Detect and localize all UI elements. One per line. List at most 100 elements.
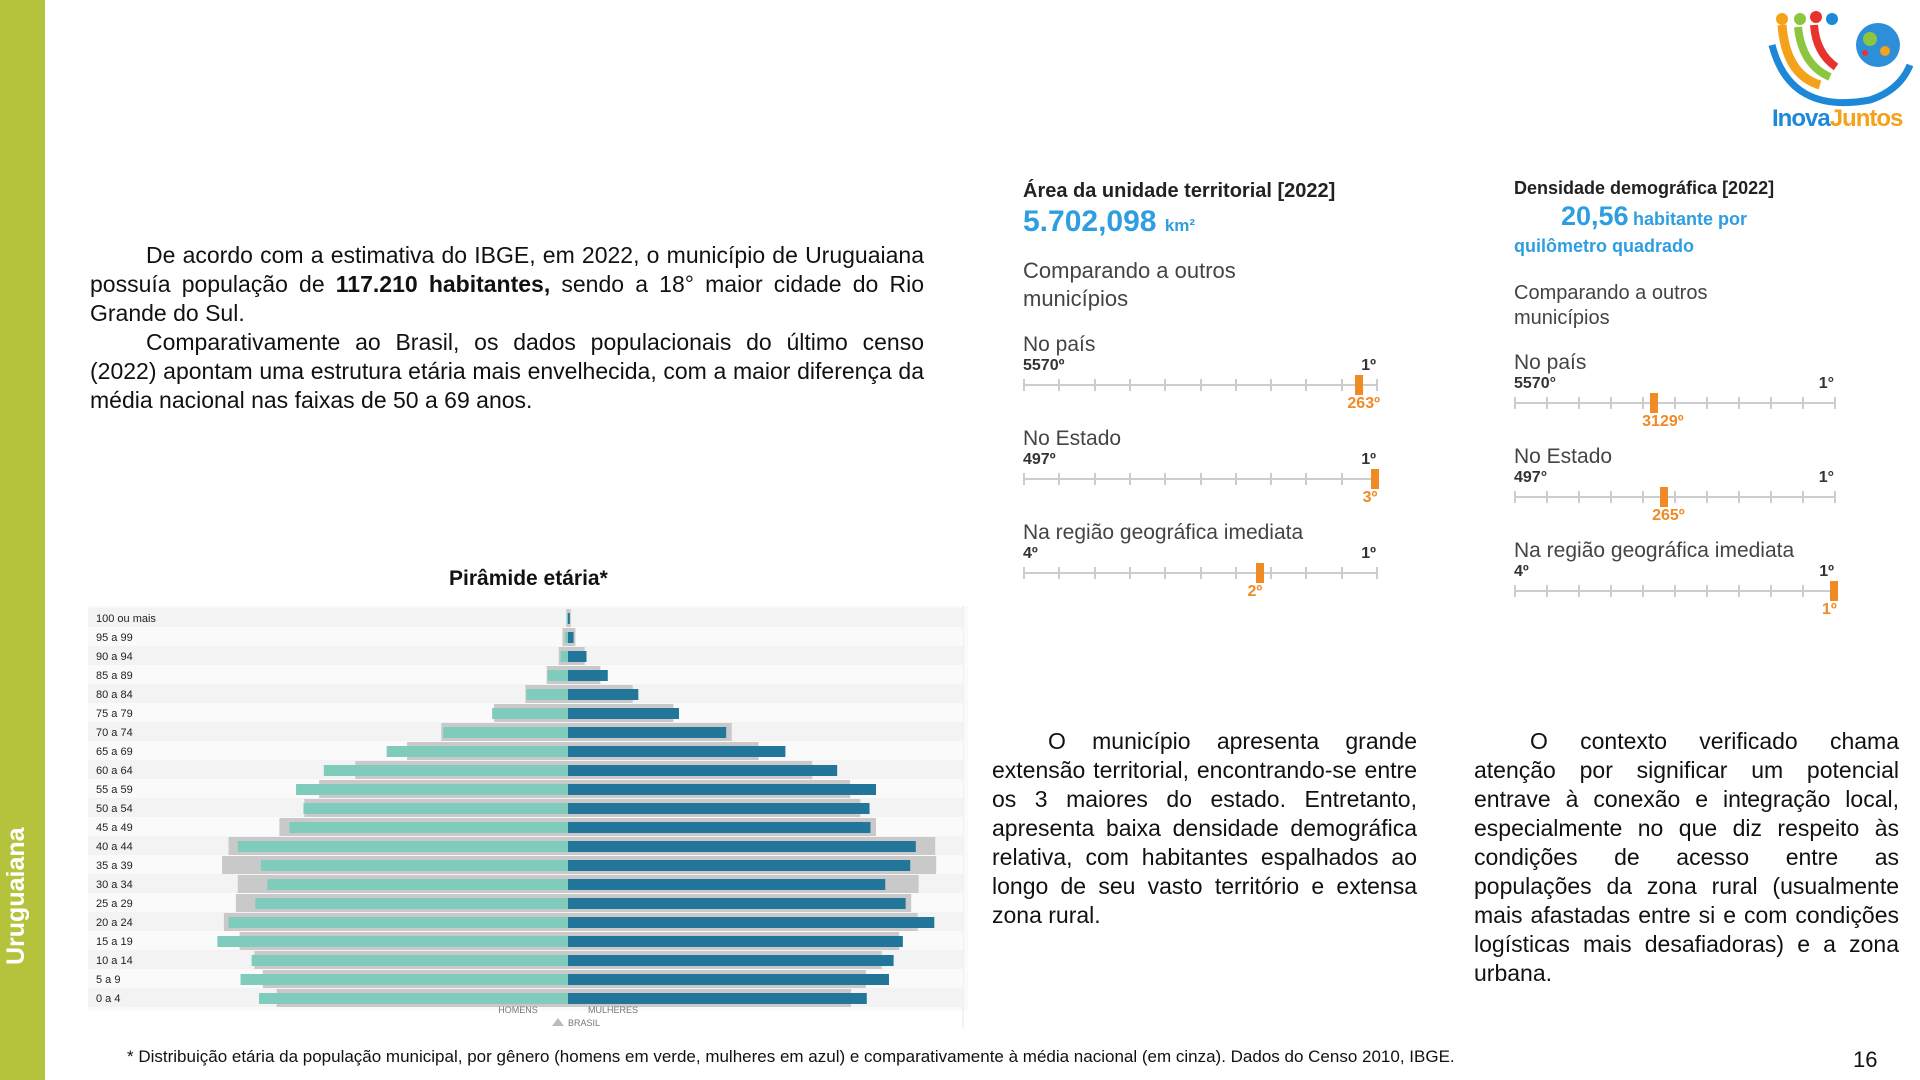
pyramid-bar-men [267,879,568,890]
pyramid-title: Pirâmide etária* [449,567,608,590]
sidebar-label: Uruguaiana [2,827,30,965]
pyramid-bar-women [568,955,894,966]
area-rank-1: No Estado 497º 1º 3º [1023,427,1379,511]
rank-ruler [1514,581,1838,601]
rank-max: 1° [1818,375,1834,392]
rank-max: 1° [1818,469,1834,486]
rank-max: 1º [1361,357,1376,374]
pyramid-bar-women [568,917,935,928]
pyramid-bar-men [323,765,568,776]
pyramid-bar-women [568,746,786,757]
pyramid-age-label: 75 a 79 [96,708,133,720]
pyramid-bar-men [567,613,568,624]
density-unit: quilômetro quadrado [1514,236,1694,256]
density-rank-1: No Estado 497° 1° 265º [1514,445,1836,529]
pyramid-bar-men [289,822,568,833]
pyramid-bar-men [217,936,569,947]
pyramid-bar-men [565,632,568,643]
rank-scale-ends: 497° 1° [1514,469,1834,487]
pyramid-bar-men [237,841,568,852]
rank-min: 5570º [1023,357,1065,374]
pyramid-age-label: 70 a 74 [96,727,133,739]
pyramid-bar-men [547,670,568,681]
rank-label: No país [1023,333,1096,356]
pyramid-bar-women [568,651,587,662]
area-rank-0: No país 5570º 1º 263º [1023,333,1380,417]
page-number: 16 [1853,1047,1878,1072]
population-value: 117.210 habitantes, [335,271,551,297]
pyramid-bar-women [568,936,903,947]
rank-marker [1355,375,1364,395]
pyramid-bar-women [568,974,889,985]
pyramid-bar-men [260,860,568,871]
sidebar: Uruguaiana [0,0,45,1080]
rank-max: 1º [1361,545,1376,562]
pyramid-age-label: 30 a 34 [96,879,133,891]
rank-scale-ends: 4º 1º [1514,563,1834,581]
rank-value: 3º [1362,489,1378,506]
pyramid-age-label: 20 a 24 [96,917,133,929]
rank-min: 4º [1023,545,1038,562]
pyramid-bar-women [568,841,916,852]
pyramid-bar-men [259,993,568,1004]
footnote: * Distribuição etária da população munic… [127,1047,1455,1066]
rank-min: 497º [1023,451,1056,468]
pyramid-age-label: 60 a 64 [96,765,133,777]
pyramid-bar-men [303,803,568,814]
rank-marker [1255,563,1264,583]
pyramid-bar-women [568,993,867,1004]
pyramid-bar-men [492,708,568,719]
area-compare-label: Comparando a outros municípios [1023,258,1236,311]
context-text: O contexto verificado chama atenção por … [1474,728,1899,986]
pyramid-age-label: 90 a 94 [96,651,133,663]
pyramid-row-band [88,608,963,627]
pyramid-bar-women [568,784,877,795]
rank-scale-ends: 5570° 1° [1514,375,1834,393]
pyramid-age-label: 5 a 9 [96,974,120,986]
pyramid-bar-women [568,879,886,890]
pyramid-row-band [88,627,963,646]
rank-marker [1830,581,1838,601]
area-rank-2: Na região geográfica imediata 4º 1º 2º [1023,521,1378,605]
pyramid-bar-women [568,803,870,814]
rank-min: 497° [1514,469,1548,486]
pyramid-age-label: 25 a 29 [96,898,133,910]
pyramid-age-label: 50 a 54 [96,803,133,815]
pyramid-bar-men [560,651,568,662]
pyramid-row-band [88,646,963,665]
pyramid-bar-women [568,898,906,909]
pyramid-age-label: 15 a 19 [96,936,133,948]
area-stat: Área da unidade territorial [2022] 5.702… [1023,180,1388,605]
rank-label: No Estado [1514,445,1613,468]
rank-value: 2º [1247,583,1263,600]
territory-text: O município apresenta grande extensão te… [992,728,1417,928]
rank-min: 4º [1514,563,1529,580]
rank-scale-ends: 5570º 1º [1023,357,1376,375]
rank-value: 1º [1822,601,1837,618]
pyramid-age-label: 35 a 39 [96,860,133,872]
rank-max: 1º [1819,563,1834,580]
pyramid-bar-men [526,689,568,700]
pyramid-age-label: 100 ou mais [96,613,156,625]
density-rank-2: Na região geográfica imediata 4º 1º 1º [1514,539,1838,623]
density-stat: Densidade demográfica [2022] 20,56 habit… [1514,178,1849,623]
logo-icon [1768,11,1914,107]
pyramid-row-band [88,665,963,684]
pyramid-bar-women [568,613,570,624]
pyramid-legend-women: MULHERES [588,1005,638,1015]
pyramid-age-label: 80 a 84 [96,689,133,701]
pyramid-bar-women [568,632,574,643]
pyramid-bar-men [251,955,568,966]
pyramid-age-label: 65 a 69 [96,746,133,758]
pyramid-bar-women [568,822,871,833]
rank-ruler [1023,563,1378,583]
rank-marker [1660,487,1669,507]
pyramid-bar-men [296,784,568,795]
density-compare-label: Comparando a outros municípios [1514,282,1708,329]
pyramid-bar-men [240,974,569,985]
pyramid-legend-brasil: BRASIL [568,1018,600,1028]
area-value: 5.702,098 km² [1023,205,1196,238]
pyramid-age-label: 10 a 14 [96,955,133,967]
rank-scale-ends: 497º 1º [1023,451,1376,469]
inovajuntos-logo: InovaJuntos [1760,5,1920,140]
